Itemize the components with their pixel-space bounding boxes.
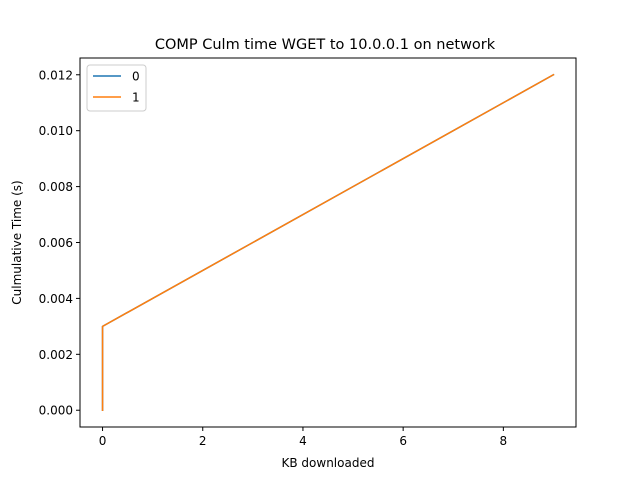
y-tick-label: 0.004 <box>39 292 73 306</box>
y-tick-label: 0.012 <box>39 68 73 82</box>
legend: 01 <box>86 64 147 112</box>
x-tick-label: 4 <box>299 434 307 448</box>
series-line-1 <box>101 73 555 411</box>
series-layer <box>101 73 555 411</box>
x-tick-label: 8 <box>500 434 508 448</box>
y-tick-label: 0.002 <box>39 348 73 362</box>
y-tick-label: 0.008 <box>39 180 73 194</box>
y-axis-label: Culmulative Time (s) <box>10 180 24 304</box>
legend-label-0: 0 <box>132 70 140 84</box>
y-tick-label: 0.006 <box>39 236 73 250</box>
y-tick-label: 0.000 <box>39 404 73 418</box>
x-axis-label: KB downloaded <box>282 456 375 470</box>
x-axis-ticks: 0 2 4 6 8 <box>99 427 507 448</box>
x-tick-label: 6 <box>399 434 407 448</box>
chart-title: COMP Culm time WGET to 10.0.0.1 on netwo… <box>155 37 496 53</box>
legend-label-1: 1 <box>132 91 140 105</box>
y-axis-ticks: 0.000 0.002 0.004 0.006 0.008 0.010 0.012 <box>39 68 80 418</box>
x-tick-label: 0 <box>99 434 107 448</box>
y-tick-label: 0.010 <box>39 124 73 138</box>
x-tick-label: 2 <box>199 434 207 448</box>
